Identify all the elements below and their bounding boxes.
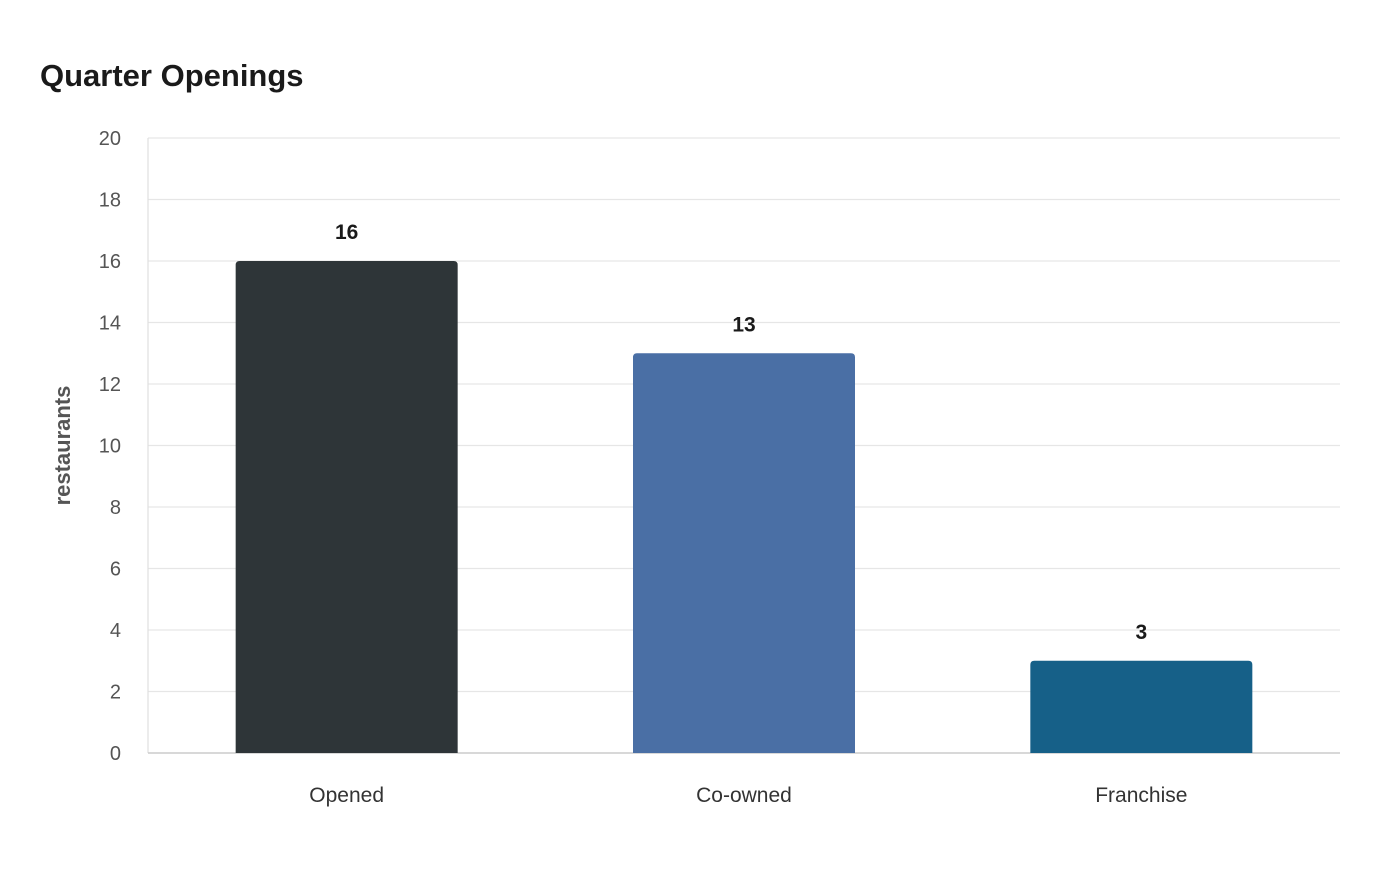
bar-opened xyxy=(235,261,458,753)
y-tick-label: 10 xyxy=(99,436,121,458)
chart-title: Quarter Openings xyxy=(40,58,304,93)
tick-labels: 0 2 4 6 8 10 12 14 16 18 20 Opened Co-owned Franchise xyxy=(99,128,1188,807)
bar-value-label: 16 xyxy=(335,221,358,244)
y-tick-label: 6 xyxy=(110,559,121,581)
y-tick-label: 4 xyxy=(110,620,121,642)
y-tick-label: 20 xyxy=(99,128,121,150)
y-tick-label: 12 xyxy=(99,374,121,396)
x-tick-label: Co-owned xyxy=(696,784,792,807)
y-tick-label: 0 xyxy=(110,743,121,765)
bar-value-label: 13 xyxy=(732,313,755,336)
x-tick-label: Opened xyxy=(309,784,384,807)
y-tick-label: 16 xyxy=(99,251,121,273)
bar-franchise xyxy=(1030,660,1253,753)
y-tick-label: 8 xyxy=(110,497,121,519)
bars xyxy=(235,261,1253,753)
bar-value-label: 3 xyxy=(1135,621,1147,644)
y-axis-title: restaurants xyxy=(50,386,75,506)
bar-co-owned xyxy=(633,353,855,753)
x-tick-label: Franchise xyxy=(1095,784,1187,807)
y-tick-label: 18 xyxy=(99,190,121,212)
y-tick-label: 2 xyxy=(110,682,121,704)
data-labels: 16 13 3 xyxy=(335,221,1147,644)
y-tick-label: 14 xyxy=(99,313,121,335)
